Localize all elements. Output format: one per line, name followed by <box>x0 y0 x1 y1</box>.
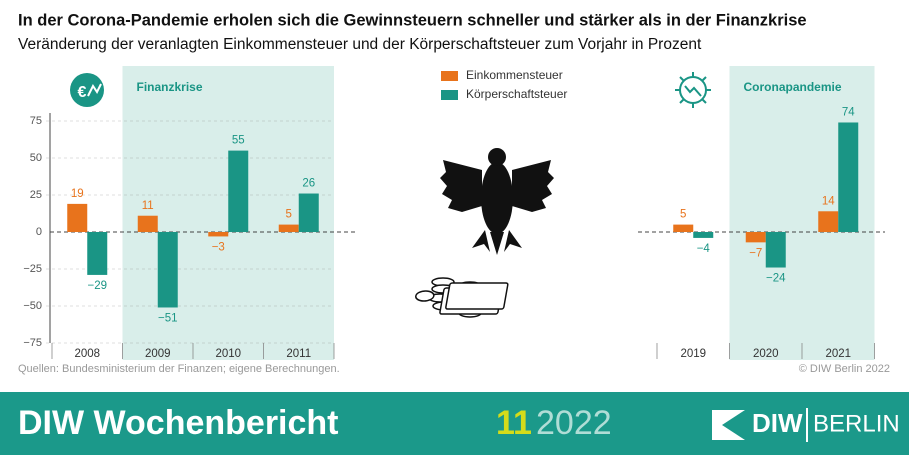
footer-publication: DIW Wochenbericht <box>18 404 339 442</box>
x-tick-label: 2019 <box>680 348 706 360</box>
x-tick-label: 2010 <box>215 348 241 360</box>
footer-year: 2022 <box>536 404 612 442</box>
bar <box>673 224 694 232</box>
data-label: −51 <box>158 313 178 325</box>
data-label: 5 <box>286 209 292 221</box>
legend-swatch <box>441 71 458 81</box>
copyright: © DIW Berlin 2022 <box>799 363 890 375</box>
data-label: −24 <box>766 273 786 285</box>
footer-bar <box>0 392 909 455</box>
data-label: 55 <box>232 135 245 147</box>
bar <box>278 224 299 232</box>
x-tick-label: 2011 <box>286 348 311 360</box>
eagle-icon <box>440 148 554 255</box>
legend-swatch <box>441 90 458 100</box>
x-tick-label: 2008 <box>74 348 100 360</box>
data-label: 19 <box>71 188 84 200</box>
y-tick-label: 50 <box>30 152 42 164</box>
source: Quellen: Bundesministerium der Finanzen;… <box>18 363 340 375</box>
legend-label: Einkommensteuer <box>466 68 563 82</box>
y-tick-label: 0 <box>36 226 42 238</box>
bar <box>298 193 319 232</box>
bar <box>745 232 766 243</box>
bar <box>67 203 88 232</box>
y-tick-label: 75 <box>30 115 42 127</box>
y-tick-label: −50 <box>23 300 42 312</box>
data-label: −3 <box>212 241 225 253</box>
bar <box>765 232 786 268</box>
bar <box>208 232 229 237</box>
y-tick-label: −25 <box>23 263 42 275</box>
bar <box>818 211 839 232</box>
footer-logo-shape <box>712 410 745 440</box>
title: In der Corona-Pandemie erholen sich die … <box>18 11 807 29</box>
x-tick-label: 2009 <box>145 348 171 360</box>
bar <box>693 232 714 238</box>
highlight-label: Coronapandemie <box>744 80 842 94</box>
footer-brand: DIW <box>752 408 803 438</box>
footer-divider <box>806 408 808 442</box>
footer-issue: 11 <box>496 404 532 442</box>
virus-icon <box>675 72 711 108</box>
bar <box>838 122 859 232</box>
money-icon <box>415 277 509 318</box>
data-label: 5 <box>680 209 686 221</box>
bar <box>137 215 158 232</box>
data-label: 74 <box>842 107 855 119</box>
highlight-label: Finanzkrise <box>137 80 203 94</box>
data-label: −4 <box>697 243 711 255</box>
bar <box>157 232 178 308</box>
x-tick-label: 2021 <box>825 348 851 360</box>
data-label: −7 <box>749 247 762 259</box>
subtitle: Veränderung der veranlagten Einkommenste… <box>18 36 702 53</box>
y-tick-label: 25 <box>30 189 42 201</box>
bar <box>228 150 249 232</box>
y-tick-label: −75 <box>23 337 42 349</box>
data-label: 26 <box>302 178 315 190</box>
svg-text:€: € <box>78 84 87 101</box>
data-label: 11 <box>142 200 154 212</box>
footer-brand-city: BERLIN <box>813 410 900 437</box>
euro-icon: € <box>70 73 104 107</box>
data-label: −29 <box>87 280 107 292</box>
x-tick-label: 2020 <box>753 348 779 360</box>
legend-label: Körperschaftsteuer <box>466 87 567 101</box>
bar <box>87 232 108 275</box>
data-label: 14 <box>822 195 835 207</box>
